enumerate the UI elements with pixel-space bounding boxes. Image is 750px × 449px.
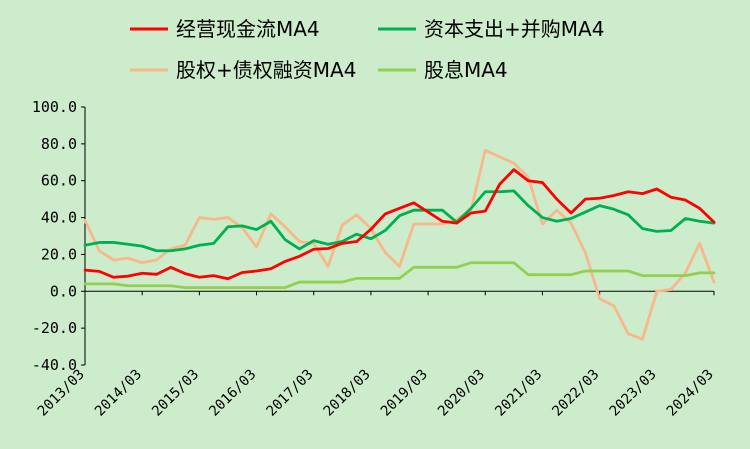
y-tick-label: 0.0 (50, 282, 77, 300)
y-tick-label: -40.0 (32, 356, 77, 374)
y-tick-label: 80.0 (41, 135, 77, 153)
series-line-1 (83, 168, 716, 281)
y-tick-label: -20.0 (32, 319, 77, 337)
y-tick-label: 60.0 (41, 172, 77, 190)
legend-label: 资本支出+并购MA4 (424, 17, 604, 41)
series-line-2 (83, 189, 716, 253)
series-line-3 (83, 148, 716, 341)
series-line-4 (83, 261, 716, 290)
legend-item-1: 经营现金流MA4 (130, 17, 320, 41)
legend: 经营现金流MA4 资本支出+并购MA4 股权+债权融资MA4 股息MA4 (130, 17, 604, 82)
legend-label: 经营现金流MA4 (176, 17, 320, 41)
series-lines (83, 148, 716, 341)
y-tick-label: 100.0 (32, 98, 77, 116)
legend-item-2: 资本支出+并购MA4 (378, 17, 604, 41)
legend-item-3: 股权+债权融资MA4 (130, 58, 356, 82)
y-tick-label: 20.0 (41, 245, 77, 263)
legend-label: 股权+债权融资MA4 (176, 58, 356, 82)
legend-item-4: 股息MA4 (378, 58, 508, 82)
y-tick-label: 40.0 (41, 209, 77, 227)
legend-label: 股息MA4 (424, 58, 508, 82)
